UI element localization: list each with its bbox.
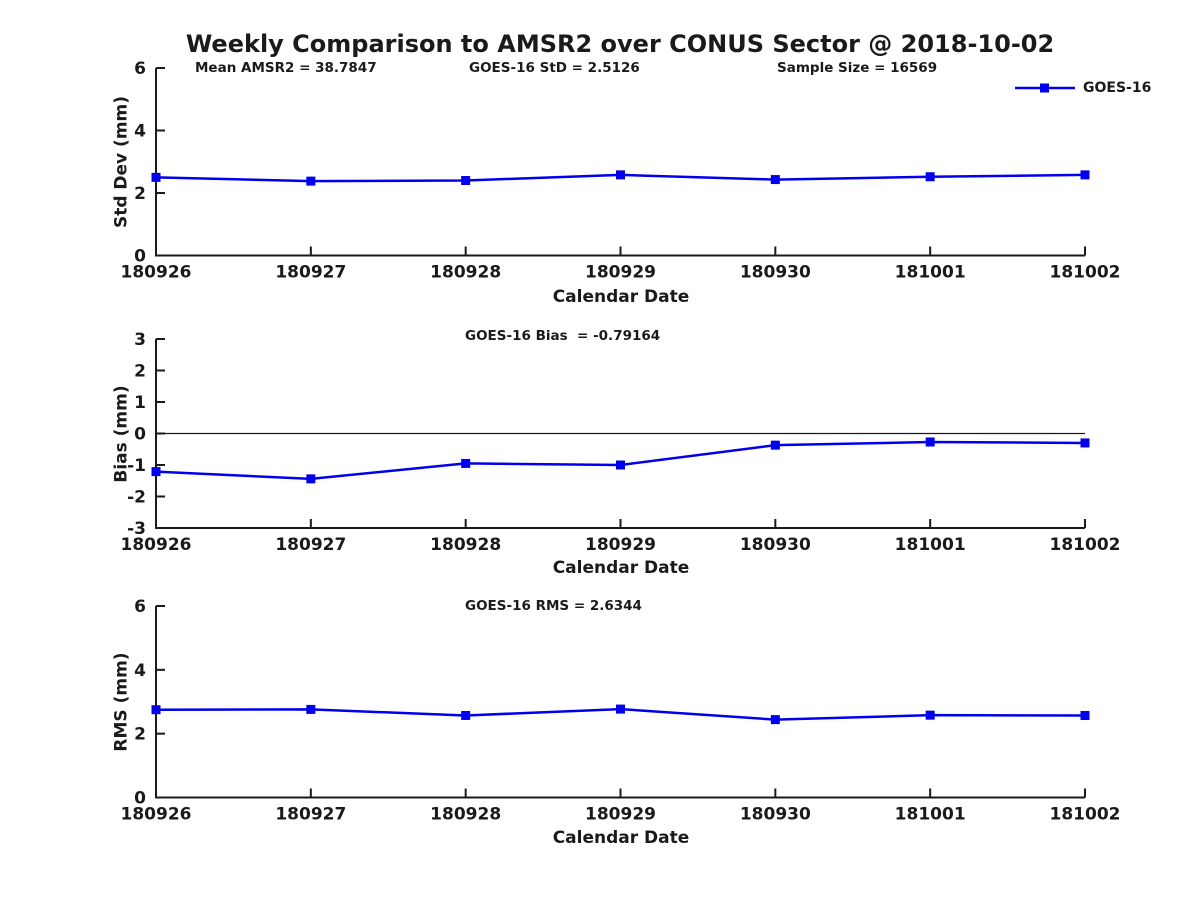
x-tick-label: 180930 — [740, 263, 811, 283]
annotation-sample-size: Sample Size = 16569 — [777, 60, 938, 76]
x-tick-label: 181001 — [895, 535, 966, 555]
data-point-marker — [925, 172, 935, 182]
data-point-marker — [770, 715, 780, 725]
y-tick-label: 6 — [134, 59, 146, 79]
data-point-marker — [461, 458, 471, 468]
data-point-marker — [616, 704, 625, 714]
data-point-marker — [151, 467, 161, 477]
y-tick-label: 0 — [134, 425, 146, 445]
x-tick-label: 180926 — [121, 805, 192, 825]
y-tick-label: 3 — [134, 330, 146, 350]
x-tick-label: 180928 — [430, 263, 501, 283]
data-point-marker — [616, 170, 625, 180]
y-tick-label: 2 — [134, 184, 146, 204]
y-tick-label: 0 — [134, 789, 146, 809]
y-tick-label: 0 — [134, 247, 146, 267]
x-tick-label: 181002 — [1050, 805, 1121, 825]
data-point-marker — [461, 710, 471, 720]
x-tick-label: 181001 — [895, 263, 966, 283]
y-tick-label: 1 — [134, 393, 146, 413]
data-point-marker — [151, 705, 161, 715]
y-tick-label: 4 — [134, 122, 146, 142]
x-tick-label: 180927 — [275, 805, 346, 825]
data-point-marker — [306, 474, 316, 484]
x-tick-label: 180930 — [740, 535, 811, 555]
x-axis-label-calendar-date: Calendar Date — [552, 287, 690, 307]
series-line-goes-16 — [155, 440, 1086, 481]
data-point-marker — [306, 704, 316, 714]
y-tick-label: -3 — [127, 519, 146, 539]
chart-title: Weekly Comparison to AMSR2 over CONUS Se… — [185, 30, 1055, 58]
subplot-title-bias: GOES-16 Bias = -0.79164 — [465, 328, 661, 344]
y-axis-label-std-dev: Std Dev (mm) — [111, 95, 132, 229]
data-point-marker — [925, 437, 935, 447]
data-point-marker — [461, 176, 471, 185]
x-tick-label: 180927 — [275, 535, 346, 555]
data-point-marker — [1080, 170, 1090, 180]
x-tick-label: 180928 — [430, 535, 501, 555]
legend-line-marker-icon — [1015, 83, 1075, 93]
legend-label: GOES-16 — [1083, 80, 1152, 96]
x-tick-label: 180927 — [275, 263, 346, 283]
x-tick-label: 180928 — [430, 805, 501, 825]
data-point-marker — [770, 440, 780, 450]
data-point-marker — [306, 176, 316, 186]
x-tick-label: 180929 — [585, 263, 656, 283]
y-tick-label: 2 — [134, 725, 146, 745]
y-tick-label: 2 — [134, 362, 146, 382]
x-tick-label: 181002 — [1050, 535, 1121, 555]
y-tick-label: 4 — [134, 661, 146, 681]
data-point-marker — [151, 172, 161, 182]
x-tick-label: 180929 — [585, 535, 656, 555]
data-point-marker — [1080, 438, 1090, 448]
annotation-goes16-std: GOES-16 StD = 2.5126 — [469, 60, 640, 76]
x-tick-label: 180930 — [740, 805, 811, 825]
data-point-marker — [1080, 710, 1090, 720]
x-tick-label: 180926 — [121, 535, 192, 555]
annotation-mean-amsr2: Mean AMSR2 = 38.7847 — [195, 60, 377, 76]
y-axis-label-bias: Bias (mm) — [111, 385, 132, 483]
x-axis-label-calendar-date: Calendar Date — [552, 828, 690, 848]
data-point-marker — [770, 175, 780, 185]
data-point-marker — [925, 710, 935, 720]
x-tick-label: 181002 — [1050, 263, 1121, 283]
x-tick-label: 180926 — [121, 263, 192, 283]
y-axis-label-rms: RMS (mm) — [111, 652, 132, 752]
subplot-title-rms: GOES-16 RMS = 2.6344 — [465, 598, 642, 614]
y-tick-label: 6 — [134, 597, 146, 617]
x-axis-label-calendar-date: Calendar Date — [552, 558, 690, 578]
y-tick-label: -2 — [127, 488, 146, 508]
legend: GOES-16 — [1014, 81, 1151, 95]
x-tick-label: 181001 — [895, 805, 966, 825]
y-tick-label: -1 — [127, 456, 146, 476]
data-point-marker — [616, 460, 625, 470]
x-tick-label: 180929 — [585, 805, 656, 825]
